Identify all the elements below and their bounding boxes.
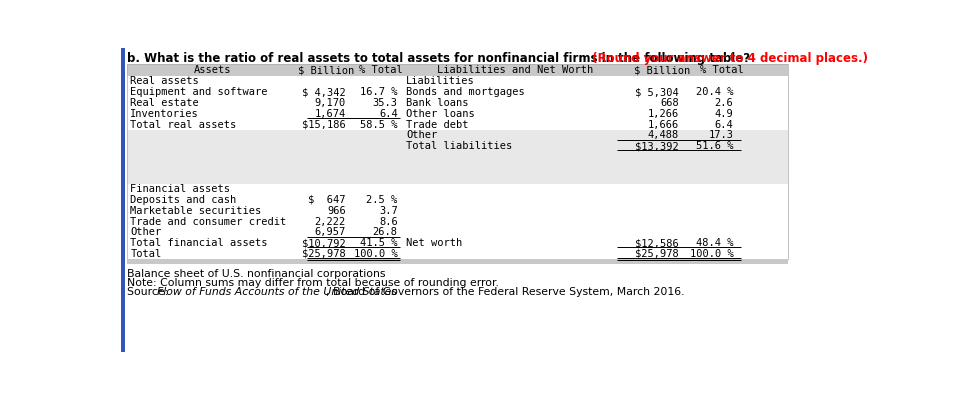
Bar	[127, 65, 788, 76]
Text: Liabilities and Net Worth: Liabilities and Net Worth	[437, 65, 592, 75]
Text: 4.9: 4.9	[714, 109, 733, 119]
Text: 26.8: 26.8	[373, 227, 398, 237]
Bar	[121, 48, 125, 352]
Text: Equipment and software: Equipment and software	[131, 87, 268, 97]
Bar	[127, 130, 788, 141]
Text: 48.4 %: 48.4 %	[696, 238, 733, 248]
Text: 41.5 %: 41.5 %	[360, 238, 398, 248]
Text: Other: Other	[131, 227, 162, 237]
Bar	[127, 194, 788, 206]
Text: Source:: Source:	[127, 287, 172, 297]
Bar	[127, 76, 788, 87]
Text: 2.6: 2.6	[714, 98, 733, 108]
Text: , Board of Governors of the Federal Reserve System, March 2016.: , Board of Governors of the Federal Rese…	[325, 287, 684, 297]
Bar	[127, 249, 788, 259]
Text: $12,586: $12,586	[635, 238, 679, 248]
Text: 1,266: 1,266	[648, 109, 679, 119]
Text: Net worth: Net worth	[407, 238, 463, 248]
Bar	[127, 162, 788, 173]
Text: Bonds and mortgages: Bonds and mortgages	[407, 87, 525, 97]
Text: Bank loans: Bank loans	[407, 98, 469, 108]
Text: $ Billion: $ Billion	[298, 65, 354, 75]
Text: 17.3: 17.3	[709, 130, 733, 140]
Bar	[127, 184, 788, 194]
Text: Assets: Assets	[194, 65, 231, 75]
Text: Balance sheet of U.S. nonfinancial corporations: Balance sheet of U.S. nonfinancial corpo…	[127, 268, 385, 278]
Text: Financial assets: Financial assets	[131, 184, 230, 194]
Bar	[127, 141, 788, 151]
Text: Deposits and cash: Deposits and cash	[131, 195, 236, 205]
Bar	[127, 109, 788, 119]
Text: 2.5 %: 2.5 %	[367, 195, 398, 205]
Text: 1,674: 1,674	[315, 109, 346, 119]
Text: 6.4: 6.4	[378, 109, 398, 119]
Text: Other: Other	[407, 130, 438, 140]
Text: Trade debt: Trade debt	[407, 120, 469, 129]
Text: $10,792: $10,792	[302, 238, 346, 248]
Bar	[127, 259, 788, 264]
Text: Trade and consumer credit: Trade and consumer credit	[131, 217, 287, 227]
Text: 58.5 %: 58.5 %	[360, 120, 398, 129]
Text: 8.6: 8.6	[378, 217, 398, 227]
Text: 35.3: 35.3	[373, 98, 398, 108]
Text: 668: 668	[660, 98, 679, 108]
Text: $13,392: $13,392	[635, 141, 679, 151]
Text: 100.0 %: 100.0 %	[689, 249, 733, 259]
Text: Note: Column sums may differ from total because of rounding error.: Note: Column sums may differ from total …	[127, 278, 499, 288]
Text: 16.7 %: 16.7 %	[360, 87, 398, 97]
Bar	[127, 97, 788, 109]
Text: Flow of Funds Accounts of the United States: Flow of Funds Accounts of the United Sta…	[157, 287, 397, 297]
Text: % Total: % Total	[700, 65, 743, 75]
Text: $  647: $ 647	[308, 195, 346, 205]
Bar	[127, 151, 788, 162]
Bar	[127, 65, 788, 259]
Bar	[127, 173, 788, 184]
Text: Total financial assets: Total financial assets	[131, 238, 268, 248]
Text: 6.4: 6.4	[714, 120, 733, 129]
Text: 100.0 %: 100.0 %	[354, 249, 398, 259]
Text: % Total: % Total	[359, 65, 403, 75]
Text: 2,222: 2,222	[315, 217, 346, 227]
Text: $15,186: $15,186	[302, 120, 346, 129]
Text: b. What is the ratio of real assets to total assets for nonfinancial firms in th: b. What is the ratio of real assets to t…	[127, 52, 750, 65]
Text: Real assets: Real assets	[131, 76, 199, 86]
Text: 3.7: 3.7	[378, 206, 398, 216]
Text: (Round your answer to 4 decimal places.): (Round your answer to 4 decimal places.)	[588, 52, 867, 65]
Text: 6,957: 6,957	[315, 227, 346, 237]
Text: Total liabilities: Total liabilities	[407, 141, 512, 151]
Text: Total: Total	[131, 249, 162, 259]
Bar	[127, 206, 788, 216]
Text: $ 4,342: $ 4,342	[302, 87, 346, 97]
Text: 966: 966	[327, 206, 346, 216]
Text: $ 5,304: $ 5,304	[635, 87, 679, 97]
Text: $ Billion: $ Billion	[634, 65, 690, 75]
Text: 51.6 %: 51.6 %	[696, 141, 733, 151]
Text: Total real assets: Total real assets	[131, 120, 236, 129]
Bar	[127, 87, 788, 97]
Text: Inventories: Inventories	[131, 109, 199, 119]
Text: 1,666: 1,666	[648, 120, 679, 129]
Text: $25,978: $25,978	[302, 249, 346, 259]
Bar	[127, 119, 788, 130]
Text: Marketable securities: Marketable securities	[131, 206, 261, 216]
Text: Real estate: Real estate	[131, 98, 199, 108]
Bar	[127, 216, 788, 227]
Text: Liabilities: Liabilities	[407, 76, 475, 86]
Text: $25,978: $25,978	[635, 249, 679, 259]
Text: 4,488: 4,488	[648, 130, 679, 140]
Bar	[127, 238, 788, 249]
Bar	[127, 227, 788, 238]
Text: Other loans: Other loans	[407, 109, 475, 119]
Text: 9,170: 9,170	[315, 98, 346, 108]
Text: 20.4 %: 20.4 %	[696, 87, 733, 97]
